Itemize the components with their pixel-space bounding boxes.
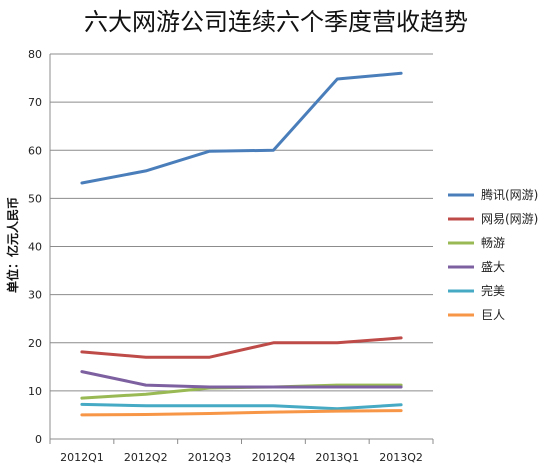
series-line-3 (80, 370, 403, 389)
y-tick-label: 60 (28, 144, 42, 157)
legend-label: 腾讯(网游) (481, 187, 538, 202)
series-line-0 (80, 71, 403, 185)
y-tick-label: 30 (28, 289, 42, 302)
legend-label: 完美 (481, 283, 505, 298)
series-lines (80, 71, 403, 417)
x-tick-label: 2012Q4 (252, 451, 296, 464)
y-tick-label: 50 (28, 192, 42, 205)
y-tick-label: 0 (35, 433, 42, 446)
y-tick-label: 20 (28, 337, 42, 350)
y-tick-label: 40 (28, 241, 42, 254)
x-tick-label: 2012Q1 (60, 451, 104, 464)
x-tick-label: 2012Q3 (188, 451, 232, 464)
legend-label: 巨人 (481, 308, 505, 322)
series-line-4 (80, 402, 403, 411)
axes: 0 10 20 30 40 50 60 70 80 2012Q1 2012Q2 2012Q3 2012Q… (28, 48, 434, 464)
x-tick-label: 2013Q2 (379, 451, 423, 464)
series-line-5 (80, 409, 403, 417)
y-tick-label: 70 (28, 96, 42, 109)
legend-label: 网易(网游) (481, 212, 538, 226)
y-tick-label: 80 (28, 48, 42, 61)
legend-label: 盛大 (481, 259, 505, 274)
x-tick-label: 2012Q2 (124, 451, 168, 464)
legend-label: 畅游 (481, 236, 505, 250)
series-line-1 (80, 336, 403, 359)
x-tick-label: 2013Q1 (315, 451, 359, 464)
y-tick-label: 10 (28, 385, 42, 398)
chart-title: 六大网游公司连续六个季度营收趋势 (84, 8, 468, 36)
y-axis-label: 单位：亿元人民币 (5, 197, 20, 293)
